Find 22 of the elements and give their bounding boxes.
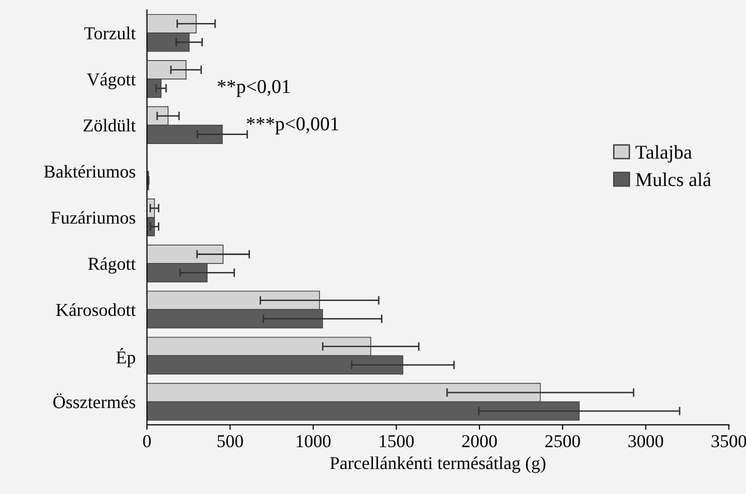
y-tick-label: Össztermés (53, 393, 136, 408)
x-tick-label: 500 (218, 435, 243, 448)
x-tick-label: 3500 (712, 435, 746, 448)
annotation: ***p<0,001 (246, 117, 338, 134)
y-tick-label: Zöldült (84, 118, 136, 132)
x-tick-label: 3000 (628, 435, 664, 448)
x-tick-label: 1500 (380, 435, 414, 448)
y-tick-label: Ép (116, 348, 136, 368)
x-tick-label: 0 (143, 435, 151, 448)
y-tick-label: Baktériumos (44, 164, 136, 178)
legend-label: Talajba (636, 145, 692, 163)
x-tick-label: 2500 (545, 435, 580, 448)
x-tick-label: 1000 (296, 435, 331, 448)
x-axis-title: Parcellánkénti termésátlag (g) (330, 456, 546, 473)
y-tick-label: Vágott (86, 72, 136, 90)
y-tick-label: Fuzáriumos (51, 211, 136, 224)
x-tick-label: 2000 (462, 435, 497, 448)
legend-label: Mulcs alá (636, 172, 712, 186)
y-tick-label: Torzult (84, 26, 136, 40)
y-tick-label: Károsodott (56, 303, 136, 316)
annotation: **p<0,01 (218, 80, 290, 98)
y-tick-label: Rágott (88, 257, 136, 274)
